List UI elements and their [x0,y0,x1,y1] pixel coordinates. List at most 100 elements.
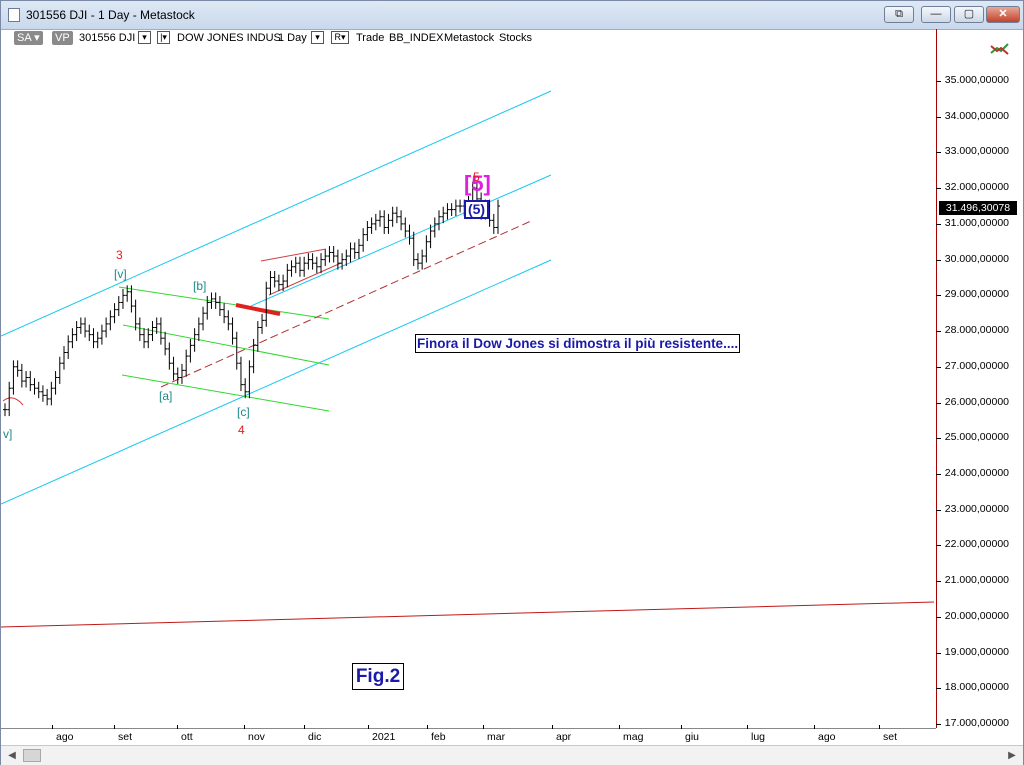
price-tick [936,581,941,583]
green-line-3 [121,374,330,412]
symbol-label: 301556 DJI [79,32,136,44]
price-tick [936,366,941,368]
price-tick-label: 33.000,00000 [944,145,1009,158]
window-title: 301556 DJI - 1 Day - Metastock [26,8,195,22]
wave-label-v: [v] [114,267,127,281]
time-tick-label: dic [308,731,322,743]
time-tick [681,725,682,729]
price-tick-label: 31.000,00000 [944,216,1009,229]
scroll-left-icon[interactable]: ◀ [8,750,16,761]
horizontal-scrollbar[interactable]: ◀ ▶ [1,745,1023,765]
wave-label-5-red: 5 [473,170,480,184]
red-long-line [1,601,935,628]
period-dropdown[interactable]: ▾ [311,31,324,44]
chart-note: Finora il Dow Jones si dimostra il più r… [415,334,741,353]
time-tick-label: nov [248,731,265,743]
time-tick-label: apr [556,731,572,743]
red-thick-segment [235,303,281,316]
wave-label-3: 3 [116,248,123,262]
time-tick [244,725,245,729]
price-tick-label: 25.000,00000 [944,431,1009,444]
price-tick-label: 22.000,00000 [944,538,1009,551]
price-tick [936,152,941,154]
price-tick [936,616,941,618]
scroll-right-icon[interactable]: ▶ [1008,750,1016,761]
red-dashed-trendline [160,220,532,388]
axis-line [936,29,937,728]
wave-label-5-boxed: (5) [464,200,489,219]
chart-area[interactable]: [5] (5) 5 3 [v] [b] [a] [c] 4 v] Finora … [1,49,936,728]
symbol-dropdown[interactable]: ▾ [138,31,151,44]
r-dropdown[interactable]: R▾ [331,31,349,44]
price-tick-label: 17.000,00000 [944,717,1009,729]
index-label: BB_INDEX [389,32,444,44]
price-tick-label: 24.000,00000 [944,466,1009,479]
scroll-thumb[interactable] [23,749,41,762]
green-line-2 [122,324,330,366]
channel-line-upper [1,90,552,337]
time-tick [814,725,815,729]
wave-label-4: 4 [238,423,245,437]
time-tick-label: set [883,731,898,743]
sa-label: SA [17,32,32,44]
sa-button[interactable]: SA ▾ [14,31,43,45]
time-tick [879,725,880,729]
price-tick [936,545,941,547]
price-tick-label: 34.000,00000 [944,109,1009,122]
price-tick-label: 35.000,00000 [944,74,1009,86]
wave-label-b: [b] [193,279,207,293]
price-tick [936,688,941,690]
wave-label-c: [c] [237,405,250,419]
price-tick-label: 27.000,00000 [944,359,1009,372]
channel-line-lower [1,259,552,505]
title-bar: 301556 DJI - 1 Day - Metastock ⧉ — ▢ ✕ [1,1,1023,30]
price-tick [936,473,941,475]
price-bars [3,181,500,417]
time-tick-label: feb [431,731,446,743]
time-tick [368,725,369,729]
time-tick [114,725,115,729]
price-tick-label: 18.000,00000 [944,681,1009,694]
time-tick-label: ago [818,731,836,743]
price-tick [936,116,941,118]
restore-left-button[interactable]: ⧉ [884,6,914,23]
time-tick [427,725,428,729]
red-wedge-upper [260,248,327,262]
time-tick [619,725,620,729]
minimize-button[interactable]: — [921,6,951,23]
price-tick [936,509,941,511]
trend-arrows-icon[interactable] [989,41,1011,57]
price-tick-label: 32.000,00000 [944,181,1009,194]
maximize-button[interactable]: ▢ [954,6,984,23]
price-tick-label: 30.000,00000 [944,252,1009,265]
time-tick-label: lug [751,731,766,743]
time-tick [177,725,178,729]
price-tick [936,81,941,82]
time-tick-label: mar [487,731,506,743]
r-label: R [334,32,341,42]
price-tick [936,402,941,404]
price-tick-label: 29.000,00000 [944,288,1009,301]
wave-label-a: [a] [159,389,173,403]
price-tick-label: 21.000,00000 [944,574,1009,587]
price-axis: 35.000,00000 34.000,00000 33.000,00000 32.0… [936,29,1023,729]
time-tick-label: ago [56,731,74,743]
price-chart[interactable] [1,49,936,728]
price-tick [936,331,941,333]
green-line-1 [118,286,330,320]
close-button[interactable]: ✕ [986,6,1020,23]
price-tick [936,438,941,440]
time-tick [747,725,748,729]
price-tick [936,259,941,261]
chart-toolbar: SA ▾ VP 301556 DJI ▾ |▾ DOW JONES INDUS … [1,29,936,49]
price-tick [936,652,941,654]
document-icon [8,8,20,22]
last-price-tag: 31.496,30078 [939,201,1017,215]
vp-button[interactable]: VP [52,31,73,45]
price-tick [936,223,941,225]
price-tick-label: 20.000,00000 [944,609,1009,622]
price-tick-label: 28.000,00000 [944,324,1009,337]
time-tick [483,725,484,729]
indicator-dropdown[interactable]: |▾ [157,31,170,44]
